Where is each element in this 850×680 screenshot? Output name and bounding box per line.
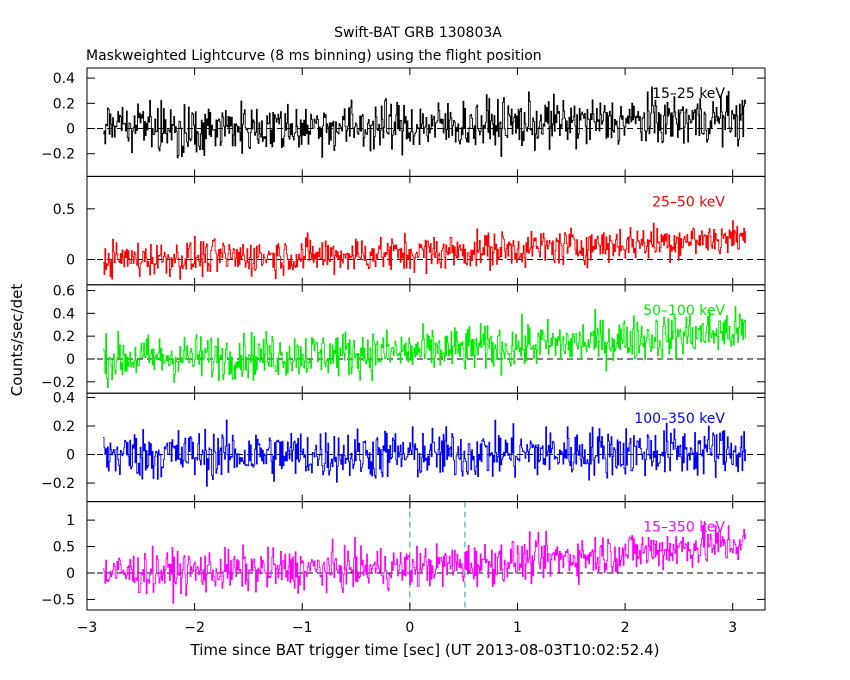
series-label: 15–25 keV xyxy=(652,86,725,102)
y-axis-label: Counts/sec/det xyxy=(8,284,26,397)
x-tick-label: −1 xyxy=(292,620,313,636)
y-tick-label: 0.2 xyxy=(53,96,75,112)
panel-4: 100–350 keV 0.4 0.2 0 −0.2 xyxy=(41,390,766,503)
series-label: 25–50 keV xyxy=(652,194,725,210)
y-tick-label: 0 xyxy=(66,122,75,138)
y-tick-label: 0 xyxy=(66,352,75,368)
y-tick-label: −0.2 xyxy=(41,147,75,163)
x-axis-label: Time since BAT trigger time [sec] (UT 20… xyxy=(190,641,660,659)
series-line xyxy=(103,306,747,388)
panel-5: 15–350 keV 1 0.5 0 −0.5 xyxy=(41,501,766,611)
panel-2: 25–50 keV 0.5 0 xyxy=(53,175,766,286)
series-label: 15–350 keV xyxy=(643,520,725,536)
series-line xyxy=(103,220,747,280)
chart-title: Swift-BAT GRB 130803A xyxy=(334,25,502,41)
y-tick-label: −0.2 xyxy=(41,476,75,492)
series-line xyxy=(103,86,747,159)
x-tick-label: 0 xyxy=(405,620,414,636)
x-axis: −3 −2 −1 0 1 2 3 xyxy=(77,620,737,636)
x-tick-label: 3 xyxy=(728,620,737,636)
y-tick-label: 0.4 xyxy=(53,390,75,406)
y-tick-label: −0.5 xyxy=(41,592,75,608)
y-tick-label: 0.6 xyxy=(53,284,75,300)
panel-3: 50–100 keV 0.6 0.4 0.2 0 −0.2 xyxy=(41,284,766,394)
panel-frame xyxy=(86,501,766,611)
y-tick-label: 0 xyxy=(66,566,75,582)
y-tick-label: 0.5 xyxy=(53,540,75,556)
y-tick-label: 0.5 xyxy=(53,202,75,218)
chart-subtitle: Maskweighted Lightcurve (8 ms binning) u… xyxy=(86,48,542,64)
y-tick-label: −0.2 xyxy=(41,375,75,391)
series-line xyxy=(103,521,747,604)
series-line xyxy=(103,419,747,487)
y-tick-label: 0 xyxy=(66,448,75,464)
y-tick-label: 0 xyxy=(66,252,75,268)
series-label: 50–100 keV xyxy=(643,303,725,319)
x-tick-label: 2 xyxy=(621,620,630,636)
x-tick-label: 1 xyxy=(513,620,522,636)
y-tick-label: 0.4 xyxy=(53,71,75,87)
series-label: 100–350 keV xyxy=(634,411,725,427)
y-tick-label: 0.4 xyxy=(53,306,75,322)
x-tick-label: −3 xyxy=(77,620,98,636)
panel-frame xyxy=(86,284,766,394)
x-tick-label: −2 xyxy=(184,620,205,636)
y-tick-label: 0.2 xyxy=(53,419,75,435)
y-tick-label: 0.2 xyxy=(53,329,75,345)
y-tick-label: 1 xyxy=(66,513,75,529)
panel-1: 15–25 keV 0.4 0.2 0 −0.2 xyxy=(41,67,766,177)
